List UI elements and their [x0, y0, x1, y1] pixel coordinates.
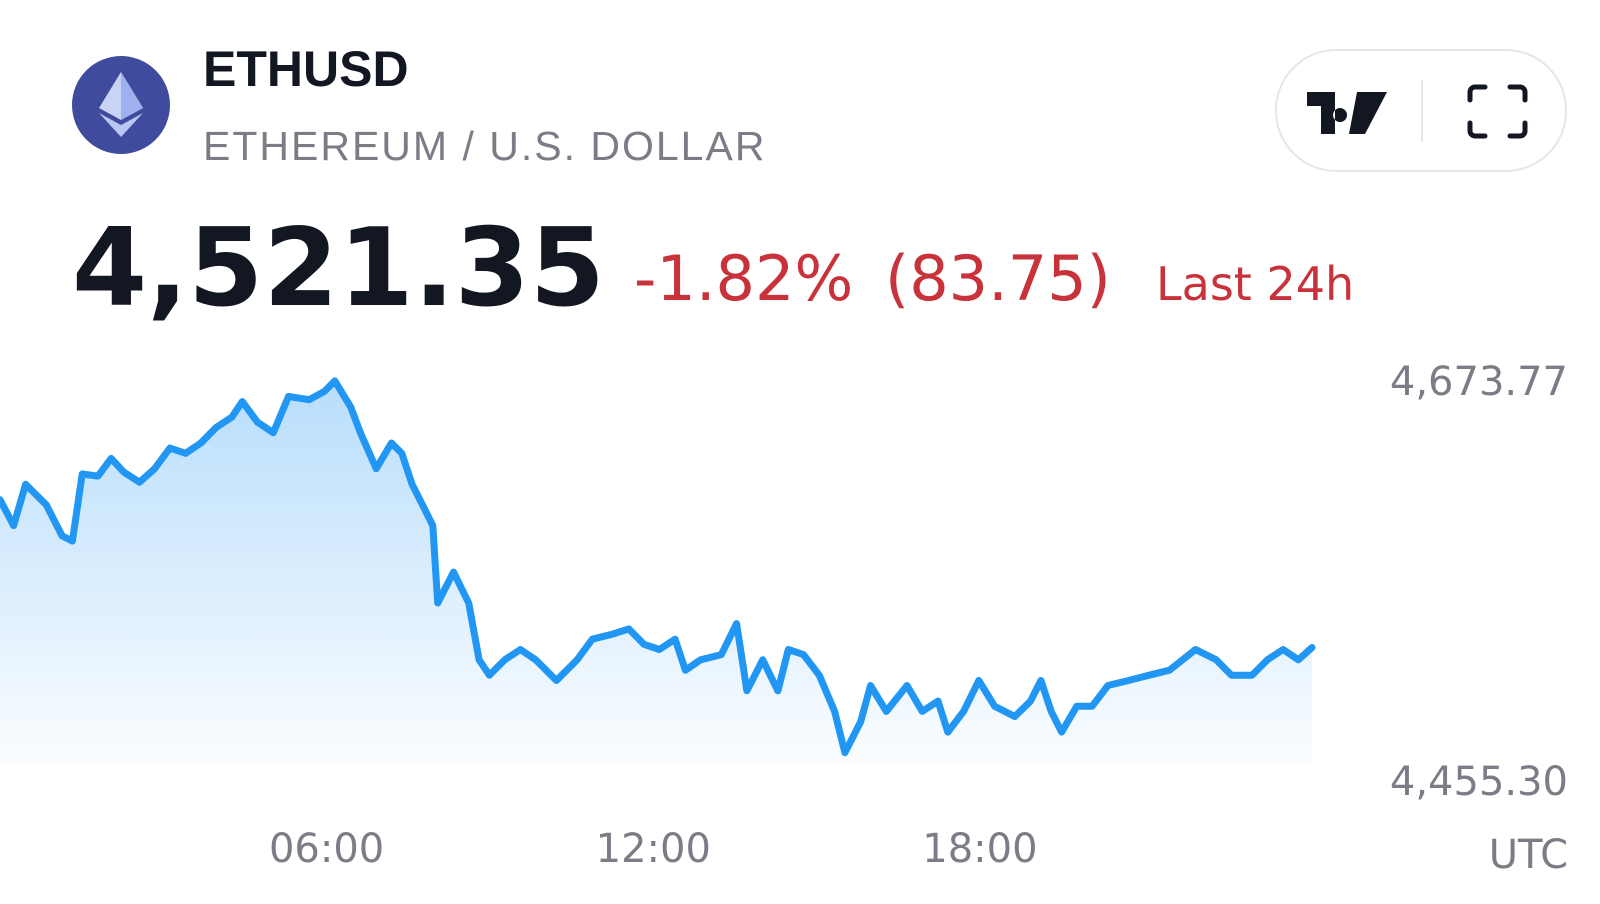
- x-tick-label: 06:00: [269, 826, 384, 872]
- price-line: [0, 377, 1316, 757]
- y-tick-label: 4,455.30: [1390, 759, 1568, 805]
- y-tick-label: 4,673.77: [1390, 359, 1568, 405]
- timezone-label: UTC: [1489, 832, 1568, 878]
- symbol: ETHUSD: [203, 41, 409, 97]
- fullscreen-button[interactable]: [1467, 84, 1528, 139]
- symbol-name: ETHEREUM / U.S. DOLLAR: [203, 123, 766, 169]
- area: [0, 380, 1312, 763]
- change-period: Last 24h: [1156, 257, 1354, 311]
- x-tick-label: 18:00: [922, 826, 1037, 872]
- change-absolute: (83.75): [885, 242, 1111, 315]
- logo: [72, 56, 170, 154]
- plot: 06:00 12:00 18:00 4,455.30 4,673.77: [0, 359, 1568, 872]
- change-percent: -1.82%: [634, 242, 853, 315]
- x-tick-label: 12:00: [596, 826, 711, 872]
- tradingview-button[interactable]: [1307, 92, 1387, 134]
- toolbar: [1275, 49, 1567, 172]
- price: 4,521.35: [72, 206, 605, 331]
